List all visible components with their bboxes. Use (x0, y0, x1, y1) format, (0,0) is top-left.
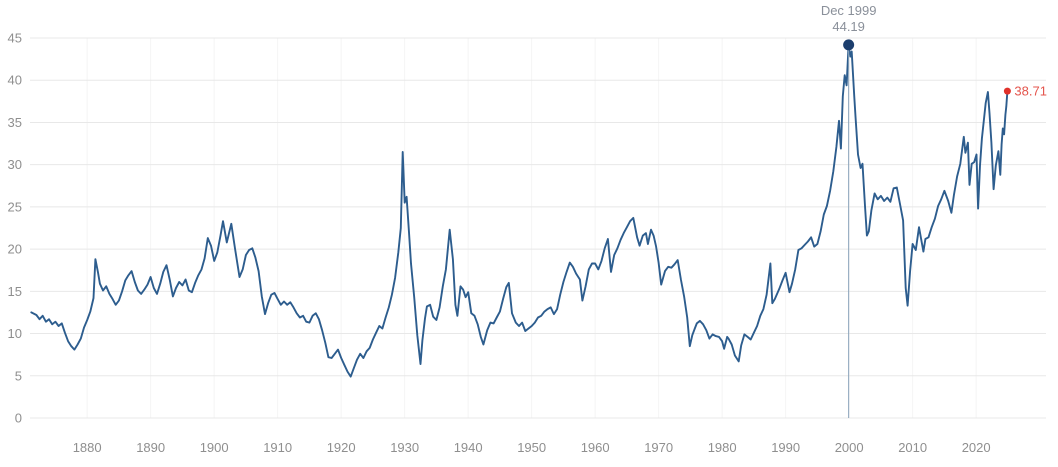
x-axis-tick-label: 2020 (962, 440, 991, 455)
peak-dot[interactable] (843, 39, 855, 51)
grid-group (30, 37, 1046, 419)
x-axis-tick-label: 1880 (73, 440, 102, 455)
y-axis-tick-label: 45 (8, 31, 22, 46)
x-axis-tick-label: 1950 (517, 440, 546, 455)
peak-annotation-date: Dec 1999 (821, 3, 877, 18)
x-axis-tick-label: 1940 (454, 440, 483, 455)
x-axis-tick-label: 1930 (390, 440, 419, 455)
series-group (30, 43, 1009, 378)
x-axis-tick-label: 1960 (581, 440, 610, 455)
x-axis-tick-label: 1990 (771, 440, 800, 455)
last-point-value-label: 38.71 (1014, 84, 1047, 99)
y-axis-tick-label: 30 (8, 157, 22, 172)
x-axis-tick-label: 1920 (327, 440, 356, 455)
peak-annotation-value: 44.19 (832, 19, 865, 34)
y-axis-tick-label: 40 (8, 73, 22, 88)
axis-labels-group: 0 5 10 15 20 25 30 35 40 45 1880 1890 1900 1910 1920 19… (8, 31, 991, 456)
x-axis-tick-label: 1980 (708, 440, 737, 455)
cape-line[interactable] (30, 43, 1009, 378)
x-axis-tick-label: 2000 (835, 440, 864, 455)
x-axis-tick-label: 1900 (200, 440, 229, 455)
y-axis-tick-label: 20 (8, 242, 22, 257)
y-axis-tick-label: 5 (15, 368, 22, 383)
x-axis-tick-label: 1910 (263, 440, 292, 455)
x-axis-tick-label: 1890 (136, 440, 165, 455)
y-axis-tick-label: 35 (8, 115, 22, 130)
y-axis-tick-label: 0 (15, 411, 22, 426)
y-axis-tick-label: 25 (8, 199, 22, 214)
x-axis-tick-label: 1970 (644, 440, 673, 455)
y-axis-tick-label: 15 (8, 284, 22, 299)
last-point-dot[interactable] (1003, 87, 1011, 95)
x-axis-tick-label: 2010 (898, 440, 927, 455)
y-axis-tick-label: 10 (8, 326, 22, 341)
